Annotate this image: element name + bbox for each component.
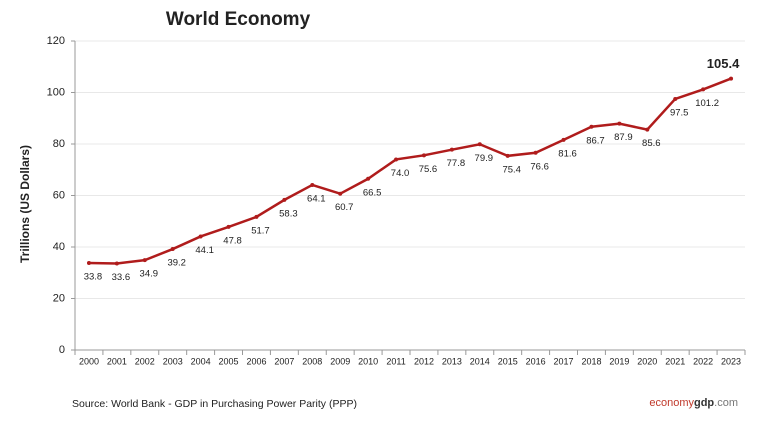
x-tick-label: 2007	[274, 356, 294, 366]
x-tick-label: 2017	[554, 356, 574, 366]
y-tick-label: 20	[53, 292, 65, 304]
data-label: 77.8	[447, 158, 466, 169]
data-point	[701, 87, 706, 92]
y-tick-label: 60	[53, 189, 65, 201]
data-point	[226, 224, 231, 229]
source-note: Source: World Bank - GDP in Purchasing P…	[72, 398, 357, 410]
data-point	[86, 260, 91, 265]
data-point	[254, 214, 259, 219]
logo-part: .com	[714, 397, 738, 409]
data-line	[88, 77, 732, 265]
data-label: 101.2	[695, 98, 719, 109]
y-tick-label: 100	[47, 86, 65, 98]
data-point	[729, 76, 734, 81]
data-point	[505, 153, 510, 158]
data-point	[310, 182, 315, 187]
data-point	[589, 124, 594, 129]
x-tick-label: 2011	[386, 356, 405, 366]
data-point	[477, 142, 482, 147]
x-tick-label: 2004	[191, 356, 211, 366]
data-point	[282, 197, 287, 202]
data-point	[114, 261, 119, 266]
data-label: 79.9	[475, 153, 494, 164]
data-label: 60.7	[335, 202, 354, 213]
data-point	[449, 147, 454, 152]
data-label: 34.9	[140, 269, 159, 280]
logo-part: economy	[649, 397, 694, 409]
chart-title: World Economy	[166, 9, 311, 30]
data-label: 33.8	[84, 271, 103, 282]
data-label: 105.4	[707, 56, 740, 71]
data-label: 75.6	[419, 164, 438, 175]
data-label: 33.6	[112, 272, 131, 283]
data-label: 86.7	[586, 135, 605, 146]
x-tick-label: 2014	[470, 356, 490, 366]
data-label: 85.6	[642, 138, 661, 149]
data-point	[561, 137, 566, 142]
data-point	[170, 247, 175, 252]
x-tick-label: 2019	[609, 356, 629, 366]
x-tick-label: 2008	[302, 356, 322, 366]
y-tick-label: 120	[47, 35, 65, 47]
y-axis-label: Trillions (US Dollars)	[18, 145, 32, 263]
data-point	[617, 121, 622, 126]
data-label: 87.9	[614, 132, 633, 143]
x-tick-label: 2023	[721, 356, 741, 366]
x-tick-label: 2013	[442, 356, 462, 366]
data-label: 66.5	[363, 187, 382, 198]
data-point	[338, 191, 343, 196]
x-tick-label: 2016	[526, 356, 546, 366]
data-point	[673, 96, 678, 101]
x-tick-label: 2009	[330, 356, 350, 366]
data-label: 39.2	[167, 258, 186, 269]
data-point	[198, 234, 203, 239]
data-label: 81.6	[558, 148, 577, 159]
x-tick-label: 2003	[163, 356, 183, 366]
x-tick-label: 2006	[246, 356, 266, 366]
data-label: 64.1	[307, 193, 326, 204]
data-label: 97.5	[670, 107, 689, 118]
data-point	[366, 176, 371, 181]
x-tick-label: 2005	[219, 356, 239, 366]
x-tick-label: 2010	[358, 356, 378, 366]
data-label: 75.4	[502, 164, 521, 175]
logo-part: gdp	[694, 397, 714, 409]
x-tick-label: 2000	[79, 356, 99, 366]
x-tick-label: 2018	[581, 356, 601, 366]
x-tick-label: 2020	[637, 356, 657, 366]
data-label: 44.1	[195, 245, 214, 256]
data-point	[394, 157, 399, 162]
y-tick-label: 80	[53, 138, 65, 150]
data-label: 74.0	[391, 168, 410, 179]
data-label: 76.6	[530, 161, 549, 172]
data-point	[533, 150, 538, 155]
data-label: 58.3	[279, 208, 298, 219]
x-tick-label: 2002	[135, 356, 155, 366]
x-tick-label: 2012	[414, 356, 434, 366]
data-point	[645, 127, 650, 132]
logo: economygdp.com	[649, 397, 738, 409]
x-tick-label: 2021	[665, 356, 685, 366]
data-point	[142, 258, 147, 263]
data-label: 51.7	[251, 225, 270, 236]
x-tick-label: 2001	[107, 356, 127, 366]
x-tick-label: 2015	[498, 356, 518, 366]
x-tick-label: 2022	[693, 356, 713, 366]
y-tick-label: 0	[59, 344, 65, 356]
y-tick-label: 40	[53, 241, 65, 253]
data-point	[421, 153, 426, 158]
data-label: 47.8	[223, 235, 242, 246]
